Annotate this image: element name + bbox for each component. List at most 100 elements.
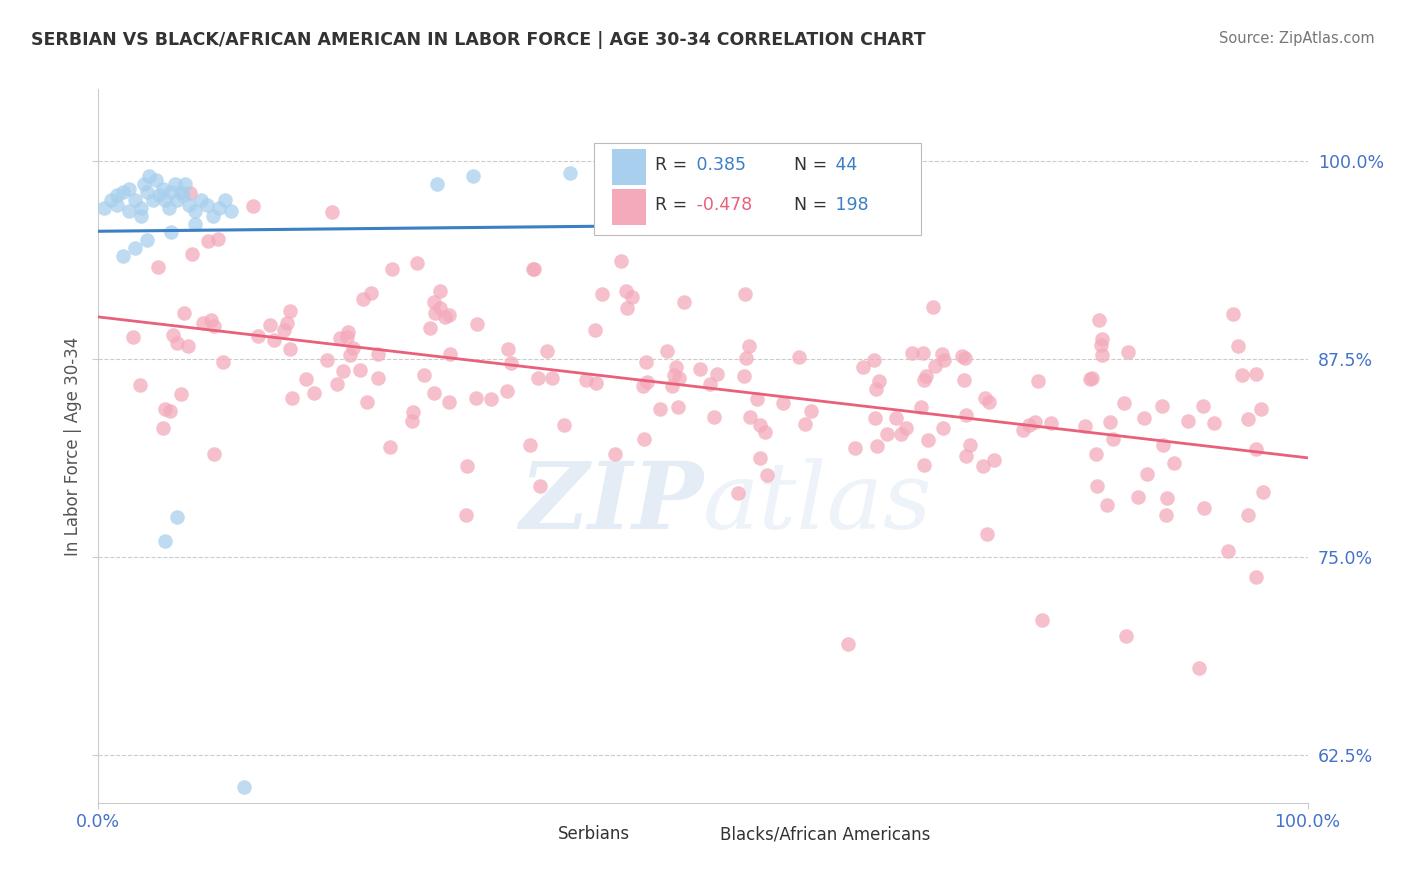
Point: [755, 468, 778, 483]
Point: [1101, 432, 1123, 446]
Point: [876, 426, 898, 441]
Point: [1188, 661, 1211, 675]
Point: [135, 233, 157, 247]
Point: [609, 253, 631, 268]
Point: [496, 342, 519, 356]
Point: [496, 384, 519, 399]
Point: [910, 400, 932, 414]
Point: [179, 186, 201, 201]
Point: [890, 427, 912, 442]
FancyBboxPatch shape: [527, 822, 551, 844]
Point: [1118, 345, 1140, 359]
Point: [662, 368, 685, 383]
Point: [1040, 416, 1063, 430]
Point: [603, 447, 626, 461]
Point: [321, 205, 343, 219]
Y-axis label: In Labor Force | Age 30-34: In Labor Force | Age 30-34: [63, 336, 82, 556]
Point: [1114, 396, 1136, 410]
Point: [884, 410, 907, 425]
Point: [1150, 399, 1173, 413]
Point: [1202, 416, 1225, 430]
Point: [727, 486, 749, 500]
Point: [426, 178, 449, 192]
Point: [620, 290, 643, 304]
Point: [166, 336, 188, 351]
Text: 198: 198: [830, 196, 869, 214]
Point: [953, 351, 976, 365]
Point: [332, 364, 354, 378]
Point: [1156, 491, 1178, 505]
Point: [166, 510, 188, 524]
Point: [665, 360, 688, 375]
Point: [221, 204, 243, 219]
Point: [912, 373, 935, 387]
Point: [955, 408, 977, 422]
Point: [329, 331, 352, 345]
Point: [1237, 412, 1260, 426]
Point: [932, 352, 955, 367]
Point: [866, 439, 889, 453]
Point: [349, 362, 371, 376]
Point: [1246, 368, 1268, 382]
Point: [1078, 372, 1101, 386]
Point: [522, 261, 544, 276]
Point: [901, 346, 924, 360]
Point: [457, 459, 479, 474]
Point: [1136, 467, 1159, 481]
Point: [124, 241, 146, 255]
Point: [214, 193, 236, 207]
Point: [631, 379, 654, 393]
Point: [959, 438, 981, 452]
Text: N =: N =: [793, 196, 827, 214]
Point: [1222, 307, 1244, 321]
Point: [465, 391, 488, 405]
Point: [202, 209, 225, 223]
Text: Source: ZipAtlas.com: Source: ZipAtlas.com: [1219, 31, 1375, 46]
Point: [699, 376, 721, 391]
Point: [429, 285, 451, 299]
Point: [1024, 415, 1046, 429]
Point: [1244, 442, 1267, 456]
Point: [772, 396, 794, 410]
Point: [1218, 543, 1240, 558]
Point: [157, 201, 180, 215]
Point: [747, 392, 769, 406]
Point: [1031, 614, 1053, 628]
Point: [661, 379, 683, 393]
Point: [159, 404, 181, 418]
Point: [232, 780, 254, 794]
Text: atlas: atlas: [703, 458, 932, 548]
Text: ZIP: ZIP: [519, 458, 703, 548]
Point: [1011, 423, 1033, 437]
Point: [1126, 490, 1149, 504]
Point: [1244, 570, 1267, 584]
Point: [672, 295, 695, 310]
Point: [912, 346, 935, 360]
Point: [479, 392, 502, 406]
Point: [100, 193, 122, 207]
Point: [197, 234, 219, 248]
Point: [423, 294, 446, 309]
Point: [425, 306, 447, 320]
Point: [195, 198, 218, 212]
Point: [465, 318, 488, 332]
Point: [583, 323, 606, 337]
Point: [591, 287, 613, 301]
Point: [1091, 332, 1114, 346]
Point: [737, 339, 759, 353]
Point: [865, 382, 887, 396]
Point: [138, 169, 160, 184]
Point: [429, 301, 451, 315]
Point: [367, 346, 389, 360]
Point: [263, 333, 285, 347]
Point: [689, 361, 711, 376]
Point: [1192, 500, 1215, 515]
Point: [976, 527, 998, 541]
Point: [862, 352, 884, 367]
Point: [128, 378, 150, 392]
Point: [932, 421, 955, 435]
Point: [1237, 508, 1260, 522]
Point: [207, 232, 229, 246]
Text: -0.478: -0.478: [690, 196, 752, 214]
Point: [111, 186, 134, 200]
